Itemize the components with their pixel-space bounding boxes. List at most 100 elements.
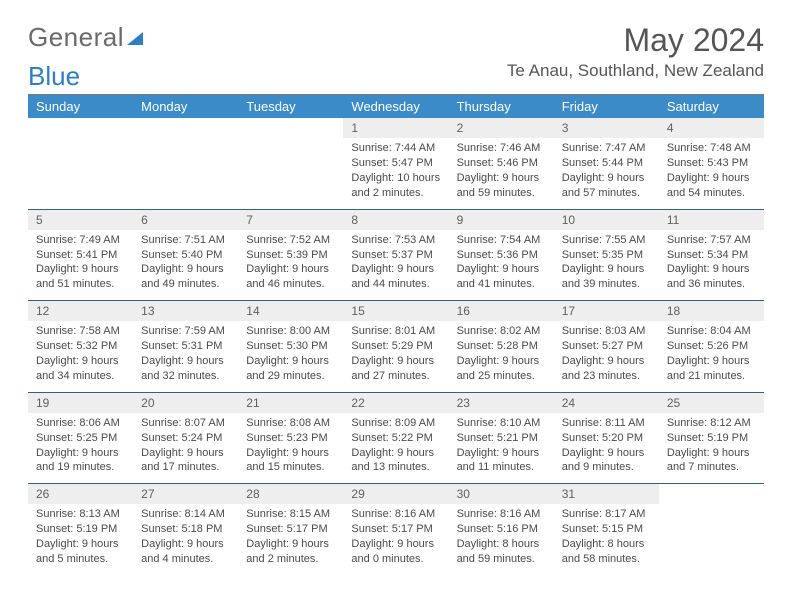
day-detail-line: Daylight: 10 hours [351,171,442,186]
day-detail-line: Sunrise: 8:17 AM [562,507,653,522]
weekday-header: Monday [133,95,238,118]
day-detail-cell: Sunrise: 8:06 AMSunset: 5:25 PMDaylight:… [28,413,133,484]
day-detail-line: and 57 minutes. [562,186,653,201]
day-number-row: 12131415161718 [28,301,764,322]
day-detail-row: Sunrise: 7:58 AMSunset: 5:32 PMDaylight:… [28,321,764,392]
day-detail-line: and 19 minutes. [36,460,127,475]
day-detail-line: Sunset: 5:31 PM [141,339,232,354]
day-number-cell: 31 [554,484,659,505]
day-detail-cell: Sunrise: 8:14 AMSunset: 5:18 PMDaylight:… [133,504,238,574]
day-detail-line: and 17 minutes. [141,460,232,475]
day-detail-line: Sunrise: 7:54 AM [457,233,548,248]
day-detail-cell: Sunrise: 7:54 AMSunset: 5:36 PMDaylight:… [449,230,554,301]
day-number-cell: 23 [449,392,554,413]
day-detail-line: Sunrise: 8:07 AM [141,416,232,431]
day-detail-line: and 13 minutes. [351,460,442,475]
day-detail-line: Daylight: 9 hours [36,354,127,369]
day-detail-line: and 51 minutes. [36,277,127,292]
day-detail-line: and 58 minutes. [562,552,653,567]
day-detail-line: Sunset: 5:28 PM [457,339,548,354]
day-detail-line: Daylight: 9 hours [36,537,127,552]
day-number-cell: 14 [238,301,343,322]
day-detail-line: Sunrise: 8:13 AM [36,507,127,522]
day-detail-cell: Sunrise: 8:08 AMSunset: 5:23 PMDaylight:… [238,413,343,484]
day-detail-line: Sunrise: 8:10 AM [457,416,548,431]
day-detail-line: and 7 minutes. [667,460,758,475]
day-detail-line: Daylight: 9 hours [246,262,337,277]
day-number-cell: 21 [238,392,343,413]
day-detail-cell: Sunrise: 7:46 AMSunset: 5:46 PMDaylight:… [449,138,554,209]
weekday-header: Sunday [28,95,133,118]
day-number-cell: 10 [554,209,659,230]
day-detail-line: Daylight: 9 hours [351,262,442,277]
day-detail-line: Daylight: 8 hours [457,537,548,552]
day-number-cell: 3 [554,118,659,138]
day-detail-line: Daylight: 9 hours [667,446,758,461]
day-detail-line: Daylight: 9 hours [141,537,232,552]
logo: General [28,22,146,53]
day-number-cell: 16 [449,301,554,322]
day-detail-cell: Sunrise: 7:52 AMSunset: 5:39 PMDaylight:… [238,230,343,301]
day-detail-line: Daylight: 9 hours [667,262,758,277]
day-detail-cell: Sunrise: 8:00 AMSunset: 5:30 PMDaylight:… [238,321,343,392]
day-number-cell: 29 [343,484,448,505]
day-detail-line: Daylight: 9 hours [457,262,548,277]
day-detail-line: Sunset: 5:23 PM [246,431,337,446]
day-number-cell: 18 [659,301,764,322]
day-detail-line: Sunrise: 8:11 AM [562,416,653,431]
day-detail-line: Sunset: 5:34 PM [667,248,758,263]
day-detail-line: Sunset: 5:26 PM [667,339,758,354]
day-detail-line: and 44 minutes. [351,277,442,292]
day-detail-line: and 54 minutes. [667,186,758,201]
day-number-row: 1234 [28,118,764,138]
day-detail-line: Daylight: 9 hours [351,446,442,461]
day-detail-line: Sunrise: 8:12 AM [667,416,758,431]
day-detail-line: Sunrise: 7:57 AM [667,233,758,248]
day-detail-line: and 27 minutes. [351,369,442,384]
day-detail-row: Sunrise: 7:44 AMSunset: 5:47 PMDaylight:… [28,138,764,209]
day-detail-line: Daylight: 9 hours [246,537,337,552]
day-detail-line: Sunset: 5:19 PM [36,522,127,537]
day-detail-line: and 29 minutes. [246,369,337,384]
calendar-page: General May 2024 Te Anau, Southland, New… [0,0,792,612]
logo-triangle-icon [126,28,146,48]
day-detail-line: Sunrise: 8:04 AM [667,324,758,339]
day-detail-line: and 59 minutes. [457,552,548,567]
day-detail-line: Sunset: 5:20 PM [562,431,653,446]
day-detail-line: Sunrise: 7:55 AM [562,233,653,248]
day-detail-line: and 9 minutes. [562,460,653,475]
day-detail-cell: Sunrise: 7:44 AMSunset: 5:47 PMDaylight:… [343,138,448,209]
day-detail-cell: Sunrise: 7:57 AMSunset: 5:34 PMDaylight:… [659,230,764,301]
day-number-cell: 6 [133,209,238,230]
day-detail-cell: Sunrise: 8:13 AMSunset: 5:19 PMDaylight:… [28,504,133,574]
day-detail-line: Sunset: 5:25 PM [36,431,127,446]
day-detail-line: Daylight: 9 hours [246,354,337,369]
day-detail-line: and 4 minutes. [141,552,232,567]
day-detail-line: Sunset: 5:44 PM [562,156,653,171]
day-number-cell: 27 [133,484,238,505]
day-detail-line: Daylight: 9 hours [562,354,653,369]
day-detail-cell: Sunrise: 8:04 AMSunset: 5:26 PMDaylight:… [659,321,764,392]
day-number-cell: 17 [554,301,659,322]
day-detail-cell: Sunrise: 8:11 AMSunset: 5:20 PMDaylight:… [554,413,659,484]
day-detail-line: and 49 minutes. [141,277,232,292]
day-detail-line: Sunset: 5:47 PM [351,156,442,171]
day-detail-line: Daylight: 9 hours [141,446,232,461]
day-detail-line: Sunrise: 7:52 AM [246,233,337,248]
day-number-cell: 26 [28,484,133,505]
day-number-row: 262728293031 [28,484,764,505]
day-detail-line: and 21 minutes. [667,369,758,384]
day-detail-row: Sunrise: 8:13 AMSunset: 5:19 PMDaylight:… [28,504,764,574]
day-detail-cell [659,504,764,574]
day-number-cell: 5 [28,209,133,230]
day-detail-line: Sunset: 5:46 PM [457,156,548,171]
weekday-header-row: Sunday Monday Tuesday Wednesday Thursday… [28,95,764,118]
day-detail-cell [133,138,238,209]
day-number-cell: 4 [659,118,764,138]
day-detail-line: and 23 minutes. [562,369,653,384]
day-detail-cell: Sunrise: 7:59 AMSunset: 5:31 PMDaylight:… [133,321,238,392]
day-detail-line: and 34 minutes. [36,369,127,384]
day-detail-line: Daylight: 9 hours [457,171,548,186]
day-detail-cell [28,138,133,209]
day-detail-cell: Sunrise: 8:16 AMSunset: 5:16 PMDaylight:… [449,504,554,574]
